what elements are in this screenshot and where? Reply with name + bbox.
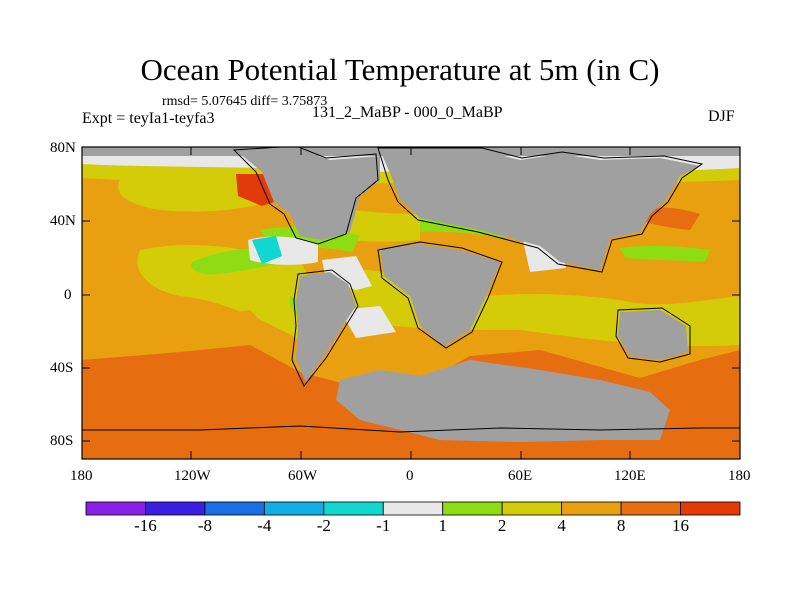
land-north-america [238, 150, 380, 240]
season-label: DJF [708, 108, 735, 125]
pacific-yellow-patch [137, 245, 315, 340]
colorbar-label: 1 [438, 516, 447, 535]
colorbar-swatch [442, 501, 503, 516]
lon-label-60w: 60W [288, 468, 318, 484]
colorbar-swatch [263, 501, 325, 516]
colorbar-swatch [501, 501, 563, 516]
lat-label-80n: 80N [50, 140, 76, 156]
lat-label-40n: 40N [50, 213, 76, 229]
map-title: Ocean Potential Temperature at 5m (in C) [140, 52, 660, 87]
colorbar-label: -2 [316, 516, 331, 535]
coast-africa [377, 241, 503, 349]
lon-label-120e: 120E [614, 468, 646, 484]
lat-label-40s: 40S [50, 360, 74, 376]
coast-australia [615, 307, 691, 363]
colorbar-label: -8 [197, 516, 212, 535]
land-africa [380, 244, 500, 346]
coast-eurasia [377, 147, 704, 273]
lon-label-180e: 180 [728, 468, 751, 484]
colorbar-swatch [561, 501, 622, 516]
period-label: 131_2_MaBP - 000_0_MaBP [312, 104, 503, 121]
colorbar-label: 8 [616, 516, 626, 535]
lon-label-180w: 180 [70, 468, 93, 484]
colorbar-label: 4 [557, 516, 566, 535]
coast-north-america [232, 147, 379, 245]
lon-label-60e: 60E [508, 468, 533, 484]
north-pacific-yellow [118, 175, 270, 212]
west-pacific-green [620, 245, 710, 262]
colorbar-label: -1 [376, 516, 391, 535]
colorbar-swatch [680, 501, 741, 516]
gulf-cyan-patch [252, 236, 282, 264]
land-australia [618, 310, 688, 360]
rmsd-diff-stats: rmsd= 5.07645 diff= 3.75873 [162, 94, 328, 109]
map-field [82, 147, 740, 459]
colorbar-swatch [382, 501, 444, 516]
colorbar-swatch [620, 501, 681, 516]
colorbar-label: -4 [257, 516, 272, 535]
colorbar-swatch [145, 501, 206, 516]
lat-label-0: 0 [64, 287, 72, 303]
experiment-label: Expt = teyIa1-teyfa3 [82, 110, 215, 127]
coast-south-america [291, 269, 359, 387]
colorbar-label: -16 [134, 516, 157, 535]
land-south-america [296, 272, 356, 382]
axis-ticks [82, 146, 740, 459]
colorbar-label: 16 [672, 516, 690, 535]
colorbar-swatch [204, 501, 265, 516]
colorbar [85, 501, 741, 516]
lat-label-80s: 80S [50, 433, 74, 449]
land-antarctica [336, 360, 670, 442]
colorbar-swatch [85, 501, 146, 516]
land-eurasia [380, 150, 700, 270]
lon-label-120w: 120W [174, 468, 211, 484]
colorbar-swatch [323, 501, 384, 516]
pacific-orange-tongue [82, 300, 270, 335]
coast-antarctica [82, 425, 740, 433]
coastlines [82, 147, 740, 433]
lon-label-0: 0 [406, 468, 414, 484]
south-atlantic-white [340, 306, 396, 338]
colorbar-label: 2 [497, 516, 507, 535]
